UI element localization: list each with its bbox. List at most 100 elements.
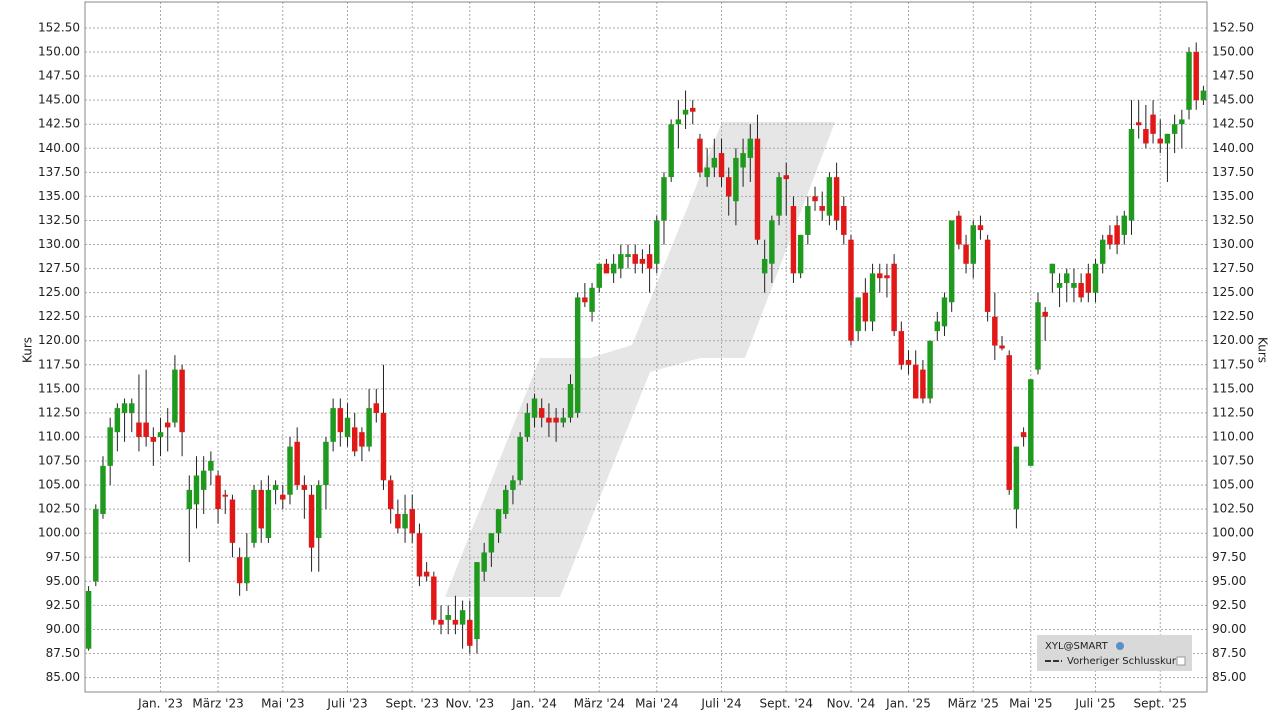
y2-tick-label: 105.00 bbox=[1212, 478, 1254, 492]
candle-body bbox=[1020, 432, 1027, 437]
y2-tick-label: 102.50 bbox=[1212, 502, 1254, 516]
candle-body bbox=[467, 619, 473, 646]
y2-tick-label: 125.00 bbox=[1212, 285, 1254, 299]
candle-body bbox=[1035, 302, 1041, 370]
candle-body bbox=[316, 485, 322, 539]
y2-tick-label: 115.00 bbox=[1212, 381, 1254, 395]
candle-body bbox=[826, 177, 833, 216]
y2-tick-label: 127.50 bbox=[1212, 261, 1254, 275]
candle-body bbox=[200, 470, 207, 490]
y-tick-label: 85.00 bbox=[46, 670, 80, 684]
candle-body bbox=[517, 436, 523, 481]
candle-body bbox=[179, 369, 185, 433]
candle-body bbox=[553, 417, 559, 423]
y-tick-label: 117.50 bbox=[38, 357, 80, 371]
legend-box bbox=[1037, 635, 1192, 671]
candle-body bbox=[546, 417, 552, 423]
candle-body bbox=[114, 408, 121, 433]
candle-body bbox=[783, 175, 789, 180]
candle-body bbox=[236, 557, 243, 584]
x-tick-label: Jan. '25 bbox=[885, 697, 931, 711]
candle-body bbox=[344, 417, 351, 437]
y2-tick-label: 107.50 bbox=[1212, 454, 1254, 468]
candle-body bbox=[877, 273, 883, 279]
candle-body bbox=[654, 220, 660, 264]
y2-tick-label: 150.00 bbox=[1212, 45, 1254, 59]
y2-tick-label: 85.00 bbox=[1212, 670, 1246, 684]
y2-tick-label: 110.00 bbox=[1212, 429, 1254, 443]
candle-body bbox=[725, 177, 732, 197]
candle-body bbox=[1114, 225, 1120, 245]
x-tick-label: März '24 bbox=[574, 697, 625, 711]
candle-body bbox=[582, 297, 588, 303]
candle-body bbox=[805, 206, 811, 235]
candle-body bbox=[1200, 90, 1207, 101]
y-tick-label: 107.50 bbox=[38, 454, 80, 468]
candle-body bbox=[833, 177, 840, 221]
y-tick-label: 115.00 bbox=[38, 381, 80, 395]
candle-body bbox=[474, 562, 480, 640]
y-tick-label: 140.00 bbox=[38, 141, 80, 155]
x-tick-label: Nov. '23 bbox=[445, 697, 494, 711]
candle-body bbox=[495, 509, 502, 534]
candle-body bbox=[215, 475, 221, 510]
candle-body bbox=[646, 254, 653, 269]
candle-body bbox=[337, 408, 344, 433]
candle-body bbox=[1128, 129, 1135, 221]
candle-body bbox=[992, 316, 998, 346]
y-tick-label: 137.50 bbox=[38, 165, 80, 179]
candle-body bbox=[797, 234, 804, 274]
y2-tick-label: 145.00 bbox=[1212, 93, 1254, 107]
candle-body bbox=[948, 220, 955, 303]
candle-body bbox=[941, 297, 948, 327]
candle-body bbox=[754, 138, 761, 240]
x-tick-label: Mai '25 bbox=[1009, 697, 1052, 711]
candle-body bbox=[265, 489, 272, 539]
x-tick-label: Juli '24 bbox=[700, 697, 741, 711]
candle-body bbox=[129, 403, 135, 413]
y-tick-label: 125.00 bbox=[38, 285, 80, 299]
candle-body bbox=[503, 489, 509, 514]
candle-body bbox=[682, 109, 689, 115]
candle-body bbox=[898, 331, 905, 365]
y-tick-label: 95.00 bbox=[46, 574, 80, 588]
candle-body bbox=[294, 441, 300, 486]
x-tick-label: Sept. '24 bbox=[759, 697, 813, 711]
candle-body bbox=[920, 369, 926, 399]
candle-body bbox=[668, 124, 674, 178]
y-tick-label: 152.50 bbox=[38, 20, 80, 34]
candle-body bbox=[280, 494, 286, 500]
legend: XYL@SMART Vorheriger Schlusskurs bbox=[1037, 635, 1192, 671]
candle-body bbox=[1028, 379, 1034, 466]
candle-body bbox=[596, 263, 602, 288]
candles bbox=[85, 42, 1207, 654]
candle-body bbox=[912, 364, 919, 399]
candle-body bbox=[711, 157, 718, 168]
candle-body bbox=[459, 610, 466, 625]
candle-body bbox=[1135, 122, 1142, 126]
candle-body bbox=[1143, 129, 1149, 144]
y-tick-label: 122.50 bbox=[38, 309, 80, 323]
candle-body bbox=[452, 619, 459, 625]
candle-body bbox=[776, 177, 782, 216]
y-tick-label: 130.00 bbox=[38, 237, 80, 251]
y-tick-label: 112.50 bbox=[38, 405, 80, 419]
candle-body bbox=[1171, 124, 1178, 134]
candle-body bbox=[85, 590, 92, 649]
y2-tick-label: 147.50 bbox=[1212, 69, 1254, 83]
candle-body bbox=[93, 509, 99, 582]
y-tick-label: 97.50 bbox=[46, 550, 80, 564]
candle-body bbox=[1164, 133, 1171, 144]
candle-body bbox=[567, 384, 574, 418]
candle-body bbox=[136, 422, 142, 437]
candle-body bbox=[639, 258, 646, 264]
candle-body bbox=[1107, 234, 1113, 245]
candle-body bbox=[1099, 239, 1106, 264]
candle-body bbox=[438, 619, 444, 625]
candle-body bbox=[323, 441, 329, 486]
y-tick-label: 100.00 bbox=[38, 526, 80, 540]
y2-tick-label: 90.00 bbox=[1212, 622, 1246, 636]
y2-tick-label: 135.00 bbox=[1212, 189, 1254, 203]
y2-tick-label: 137.50 bbox=[1212, 165, 1254, 179]
candle-body bbox=[445, 615, 451, 620]
